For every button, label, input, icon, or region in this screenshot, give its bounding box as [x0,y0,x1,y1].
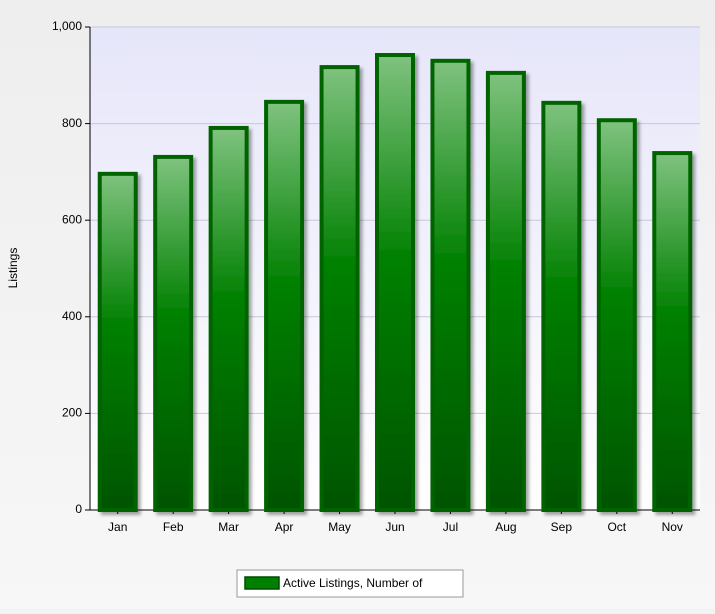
x-tick-label: Oct [607,520,626,534]
y-axis-label: Listings [6,248,20,289]
x-tick-label: Apr [275,520,294,534]
legend-label: Active Listings, Number of [283,576,423,590]
bar [430,58,471,513]
bar [652,151,693,513]
y-tick-label: 400 [62,309,82,323]
bar [97,171,138,512]
x-tick-label: Jul [443,520,458,534]
legend: Active Listings, Number of [236,569,464,598]
y-tick-label: 200 [62,406,82,420]
x-tick-label: Feb [163,520,184,534]
y-tick-label: 800 [62,116,82,130]
y-tick-label: 0 [75,502,82,516]
x-tick-label: Jan [108,520,127,534]
bar [153,154,194,512]
bar [375,53,415,512]
bar [319,65,360,513]
x-tick-label: Nov [662,520,683,534]
bar [208,125,249,513]
bar [541,100,582,513]
legend-swatch [244,576,280,590]
bar [264,99,305,513]
x-tick-label: Jun [385,520,404,534]
x-tick-label: Aug [495,520,516,534]
bar [596,118,637,513]
y-tick-label: 1,000 [52,19,82,33]
bar [485,70,526,512]
x-tick-label: Sep [551,520,573,534]
x-tick-label: Mar [218,520,239,534]
y-tick-label: 600 [62,212,82,226]
x-tick-label: May [328,520,351,534]
